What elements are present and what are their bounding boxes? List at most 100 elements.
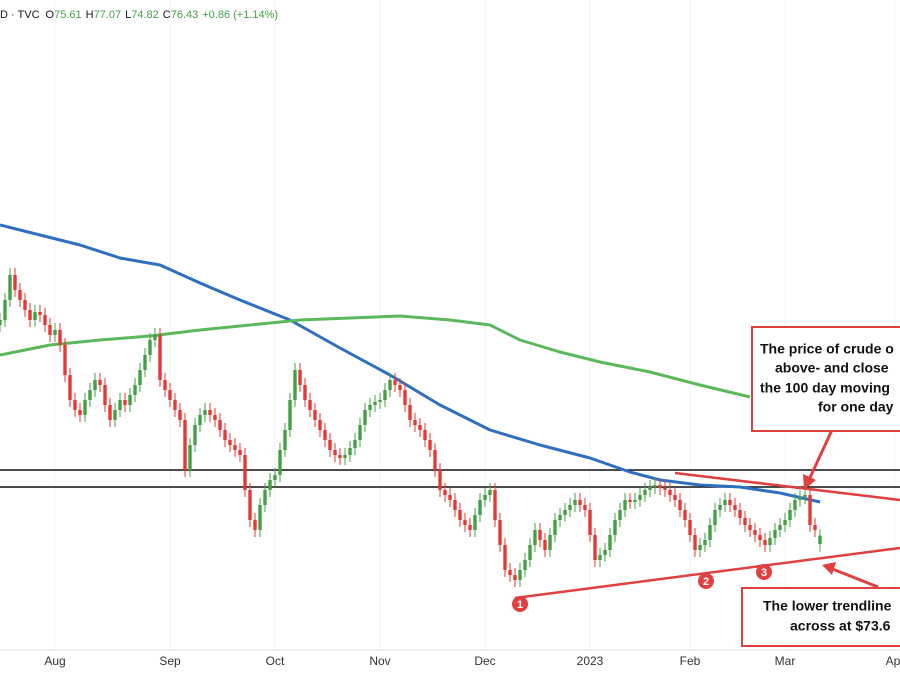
candle-body — [778, 525, 782, 530]
x-tick-label: Aug — [44, 654, 65, 668]
header-key: L — [125, 9, 131, 21]
candle-body — [173, 400, 177, 410]
candle-body — [338, 455, 342, 458]
candle-body — [793, 500, 797, 510]
trendline — [514, 546, 900, 600]
candle-body — [568, 505, 572, 510]
candle-body — [13, 275, 17, 290]
candle-body — [433, 450, 437, 470]
candle-body — [343, 455, 347, 458]
candle-body — [223, 430, 227, 440]
arrow — [829, 566, 879, 589]
header-key: H — [86, 9, 94, 21]
marker — [756, 564, 772, 580]
candle-body — [478, 500, 482, 515]
candle-body — [0, 320, 2, 325]
candle-body — [803, 495, 807, 497]
candle-body — [503, 545, 507, 570]
candle-body — [158, 335, 162, 380]
x-tick-label: Feb — [680, 654, 701, 668]
candle-body — [218, 420, 222, 430]
moving-average — [0, 314, 751, 399]
candle-body — [613, 520, 617, 535]
candle-body — [283, 430, 287, 450]
candle-body — [528, 545, 532, 560]
candle-body — [123, 400, 127, 405]
candle-body — [148, 340, 152, 355]
candle-body — [303, 385, 307, 400]
candle-body — [418, 425, 422, 430]
candle-body — [673, 495, 677, 500]
note-line: for one day — [818, 399, 894, 415]
candle-body — [458, 510, 462, 520]
candle-body — [733, 505, 737, 510]
candle-body — [483, 495, 487, 500]
candle-body — [348, 448, 352, 455]
candle-body — [608, 535, 612, 550]
candle-body — [723, 500, 727, 505]
candle-body — [448, 495, 452, 500]
candle-body — [78, 410, 82, 415]
candle-body — [563, 510, 567, 515]
candle-body — [248, 490, 252, 520]
candle-body — [53, 330, 57, 335]
candle-body — [538, 530, 542, 540]
header-value: 74.82 — [131, 9, 159, 21]
candle-body — [68, 375, 72, 400]
marker-label: 3 — [761, 567, 767, 579]
candle-body — [728, 500, 732, 505]
marker-label: 1 — [517, 599, 523, 611]
candle-body — [323, 430, 327, 440]
candle-body — [798, 497, 802, 500]
candle-body — [163, 380, 167, 390]
candle-body — [233, 445, 237, 450]
candle-body — [103, 385, 107, 405]
candle-body — [533, 530, 537, 545]
candle-body — [153, 335, 157, 340]
arrow-head — [822, 562, 836, 575]
candle-body — [128, 395, 132, 405]
candle-body — [63, 345, 67, 375]
candle-body — [28, 310, 32, 320]
candle-body — [693, 535, 697, 550]
candle-body — [33, 312, 37, 320]
candle-body — [763, 540, 767, 545]
candle-body — [388, 380, 392, 390]
candle-body — [718, 505, 722, 510]
candle-body — [23, 300, 27, 310]
candle-body — [508, 570, 512, 575]
candle-body — [238, 450, 242, 455]
note-box — [751, 326, 900, 432]
candle-body — [383, 390, 387, 400]
candle-body — [318, 420, 322, 430]
marker — [512, 596, 528, 612]
header-symbol: D · TVC — [0, 9, 40, 21]
candle-body — [453, 500, 457, 510]
candle-body — [373, 402, 377, 405]
candle-body — [783, 520, 787, 525]
candle-body — [588, 510, 592, 535]
note-line: The lower trendline — [763, 598, 892, 614]
candle-body — [683, 510, 687, 520]
candle-body — [8, 275, 12, 300]
candle-body — [743, 518, 747, 525]
candle-body — [523, 560, 527, 570]
candle-body — [688, 520, 692, 535]
candle-body — [38, 312, 42, 315]
candle-body — [498, 520, 502, 545]
candle-body — [663, 488, 667, 490]
candle-body — [473, 515, 477, 530]
candle-body — [278, 450, 282, 475]
candle-body — [603, 550, 607, 555]
candle-body — [193, 425, 197, 445]
candle-body — [108, 405, 112, 420]
candle-body — [113, 410, 117, 420]
candle-body — [773, 530, 777, 538]
moving-average — [0, 223, 821, 504]
candle-body — [118, 400, 122, 410]
trendline — [674, 471, 900, 502]
x-tick-label: 2023 — [577, 654, 604, 668]
candle-body — [18, 290, 22, 300]
candle-body — [198, 415, 202, 425]
header-key: C — [163, 9, 171, 21]
